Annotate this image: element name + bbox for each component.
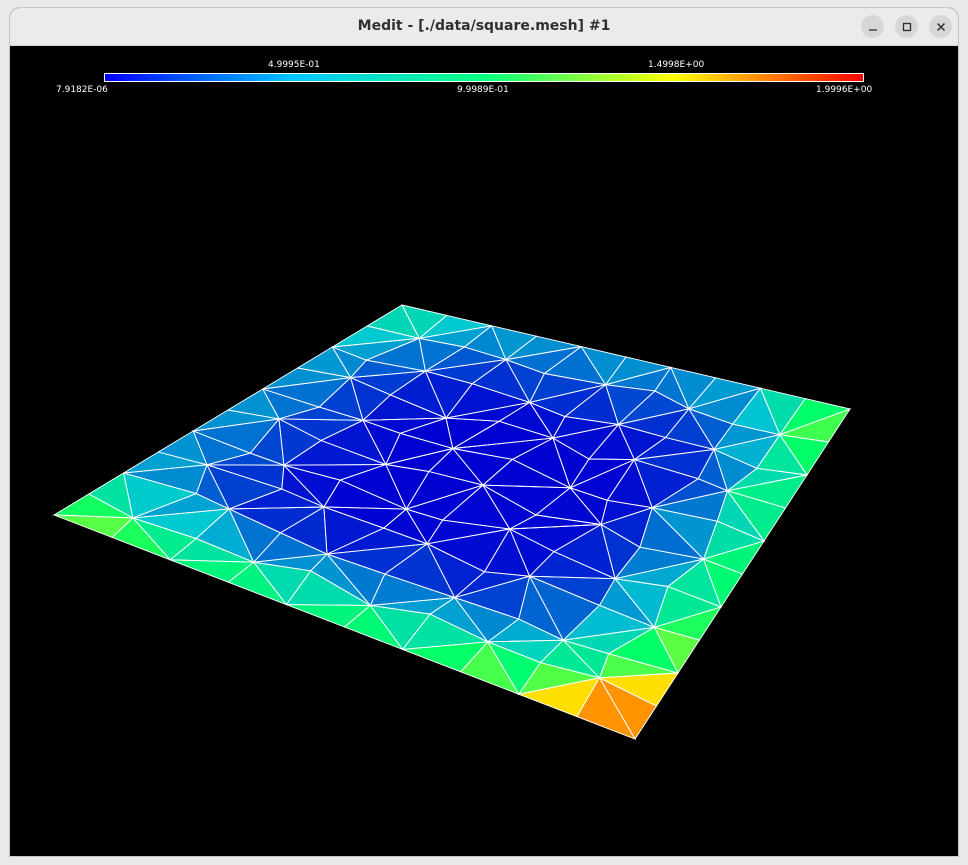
maximize-button[interactable] [895, 15, 918, 38]
legend-tick-top-1: 4.9995E-01 [268, 60, 320, 70]
mesh-canvas[interactable] [10, 46, 958, 856]
legend-tick-max: 1.9996E+00 [816, 85, 872, 95]
color-legend-bar [104, 73, 864, 82]
mesh-surface [54, 305, 850, 739]
maximize-icon [902, 22, 912, 32]
gl-viewport[interactable]: 4.9995E-01 1.4998E+00 7.9182E-06 9.9989E… [10, 46, 958, 856]
close-icon [936, 22, 946, 32]
title-bar[interactable]: Medit - [./data/square.mesh] #1 [10, 8, 958, 46]
minimize-button[interactable] [861, 15, 884, 38]
minimize-icon [868, 22, 878, 32]
window-title: Medit - [./data/square.mesh] #1 [10, 8, 958, 45]
legend-tick-min: 7.9182E-06 [56, 85, 108, 95]
legend-tick-top-2: 1.4998E+00 [648, 60, 704, 70]
close-button[interactable] [929, 15, 952, 38]
legend-tick-mid: 9.9989E-01 [457, 85, 509, 95]
medit-window: Medit - [./data/square.mesh] #1 4.9995E-… [10, 8, 958, 856]
